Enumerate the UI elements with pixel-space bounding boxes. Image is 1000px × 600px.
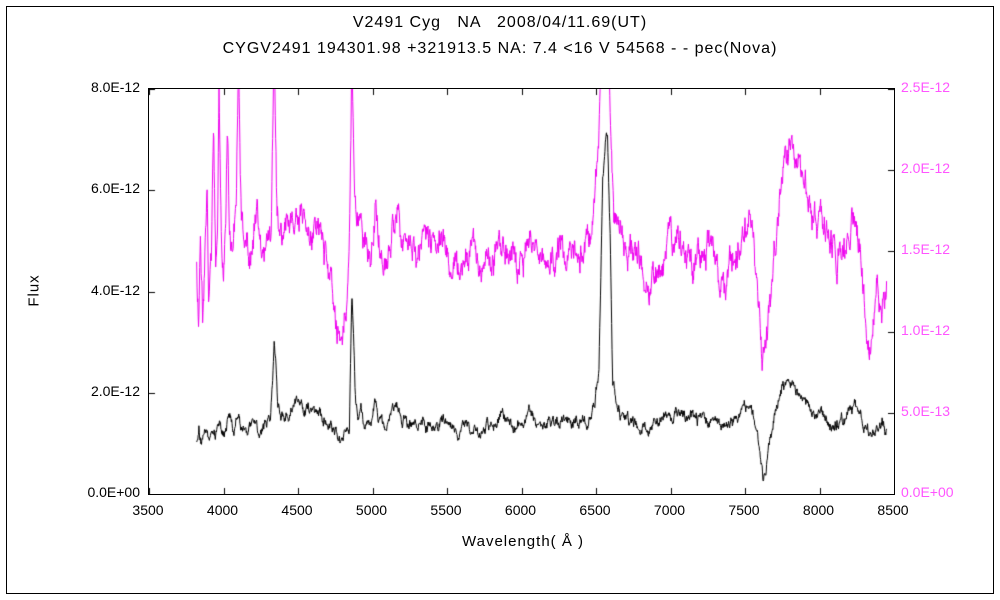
- spectrum-plot-canvas: [149, 89, 894, 494]
- y-tick-label-right: 2.5E-12: [901, 79, 951, 95]
- x-tick-label: 6000: [504, 502, 537, 518]
- x-axis-title-wavelength: Wavelength( Å ): [462, 533, 584, 550]
- y-tick-label-left: 6.0E-12: [90, 180, 140, 197]
- x-tick-label: 7500: [728, 502, 760, 518]
- y-tick-label-left: 0.0E+00: [87, 484, 140, 500]
- y-tick-label-right: 2.0E-12: [901, 160, 951, 176]
- x-tick-label: 5000: [355, 502, 388, 518]
- x-tick-label: 8500: [877, 502, 909, 518]
- y-tick-label-left: 2.0E-12: [90, 382, 140, 399]
- plot-area: [148, 88, 895, 495]
- x-tick-label: 4500: [281, 502, 313, 518]
- y-tick-label-right: 0.0E+00: [901, 484, 954, 500]
- x-tick-label: 3500: [132, 502, 164, 518]
- y-tick-label-left: 8.0E-12: [90, 79, 140, 95]
- chart-title-line1: V2491 Cyg NA 2008/04/11.69(UT): [352, 14, 648, 31]
- y-tick-label-right: 5.0E-13: [901, 403, 951, 419]
- y-tick-label-left: 4.0E-12: [90, 281, 140, 298]
- x-tick-label: 4000: [206, 502, 239, 518]
- y-tick-label-right: 1.5E-12: [901, 241, 951, 257]
- y-axis-title-flux: Flux: [25, 274, 43, 307]
- chart-title-line2: CYGV2491 194301.98 +321913.5 NA: 7.4 <16…: [222, 40, 778, 57]
- x-tick-label: 6500: [579, 502, 611, 518]
- y-tick-label-right: 1.0E-12: [901, 322, 951, 338]
- x-tick-label: 7000: [653, 502, 686, 518]
- x-tick-label: 5500: [430, 502, 462, 518]
- x-tick-label: 8000: [802, 502, 835, 518]
